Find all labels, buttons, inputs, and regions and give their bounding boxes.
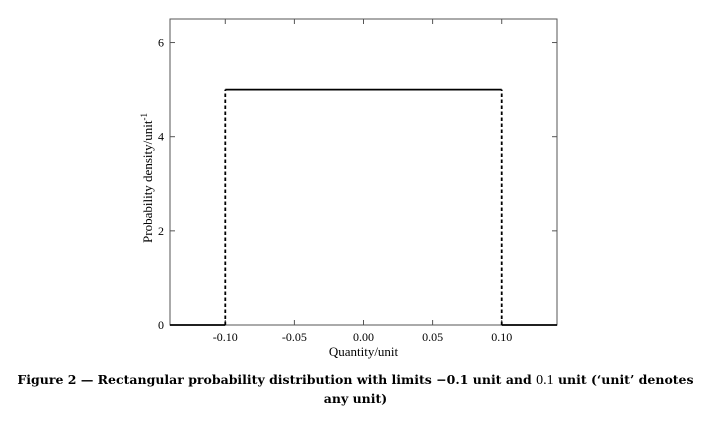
caption-text-2: unit (‘unit’ denotes any unit) bbox=[323, 372, 694, 406]
y-axis-label-text: Probability density/unit bbox=[140, 120, 155, 243]
y-axis-label: Probability density/unit-1 bbox=[139, 113, 155, 243]
y-tick-label: 6 bbox=[158, 36, 164, 50]
y-tick-label: 2 bbox=[158, 224, 164, 238]
plot-frame bbox=[169, 18, 558, 326]
figure-caption: Figure 2 — Rectangular probability distr… bbox=[8, 371, 703, 408]
x-tick-label: 0.10 bbox=[491, 330, 512, 344]
x-axis-label: Quantity/unit bbox=[329, 344, 399, 359]
y-tick-label: 0 bbox=[158, 318, 164, 332]
x-tick-label: 0.00 bbox=[353, 330, 374, 344]
caption-number: 0.1 bbox=[536, 373, 554, 388]
caption-text-1: Figure 2 — Rectangular probability distr… bbox=[17, 372, 537, 387]
x-tick-label: -0.05 bbox=[282, 330, 307, 344]
x-tick-label: -0.10 bbox=[213, 330, 238, 344]
y-tick-label: 4 bbox=[158, 130, 164, 144]
x-tick-label: 0.05 bbox=[422, 330, 443, 344]
y-axis-label-superscript: -1 bbox=[139, 113, 149, 121]
